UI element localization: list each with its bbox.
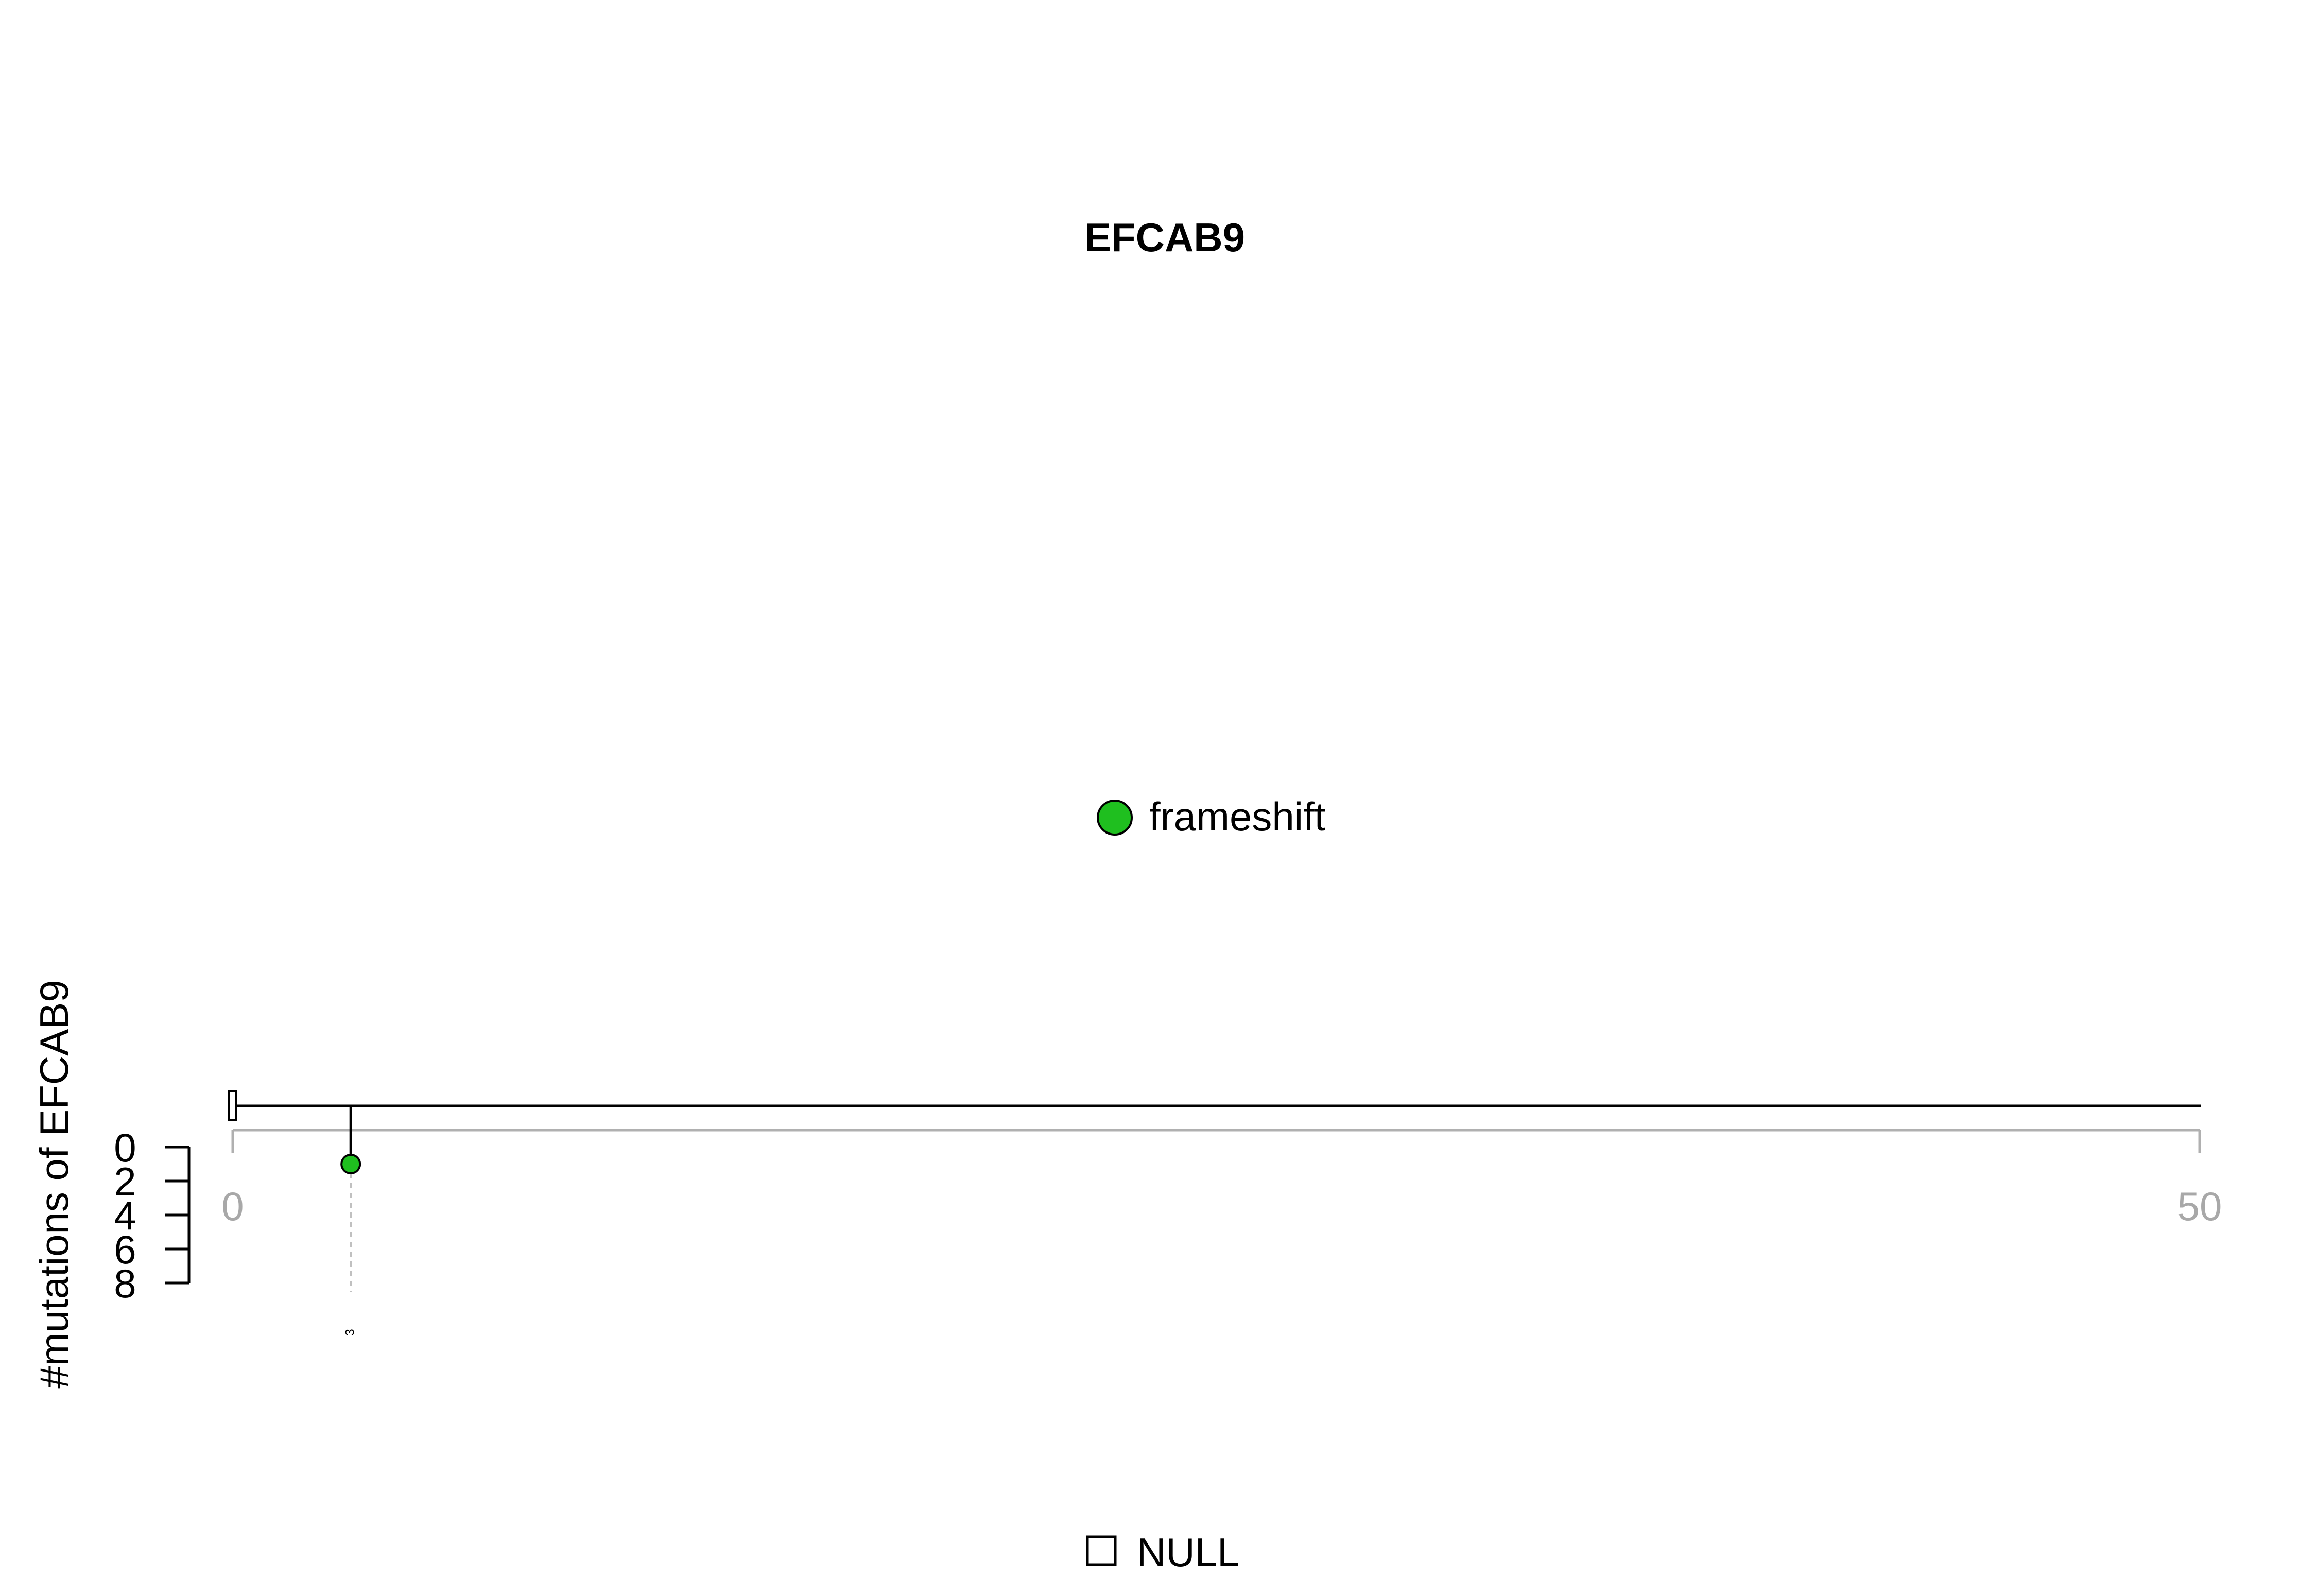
point-frameshift-0 (340, 1154, 361, 1174)
x-tick-label-0: 0 (221, 1184, 244, 1229)
chart-title: EFCAB9 (1084, 215, 1245, 260)
legend-null-swatch (1086, 1535, 1117, 1566)
legend-null-label: NULL (1137, 1530, 1239, 1575)
y-tick-label-2: 2 (114, 1159, 136, 1204)
legend-bottom: NULL (1086, 1530, 1239, 1575)
y-tick-label-6: 6 (114, 1227, 136, 1272)
legend-frameshift-marker (1097, 800, 1133, 836)
y-tick-label-4: 4 (114, 1193, 136, 1238)
y-axis-title: #mutations of EFCAB9 (31, 980, 77, 1388)
y-tick-label-8: 8 (114, 1261, 136, 1306)
legend-frameshift-label: frameshift (1149, 794, 1326, 839)
x-axis: 0 50 (221, 1129, 2222, 1229)
domain-null (228, 1090, 237, 1121)
legend-top: frameshift (1097, 794, 1326, 839)
point-label-0: 3 (343, 1329, 357, 1335)
y-tick-label-0: 0 (114, 1125, 136, 1170)
mutation-points: 3 (340, 1106, 361, 1336)
x-tick-label-50: 50 (2177, 1184, 2222, 1229)
y-axis: 0 2 4 6 8 #mutations of EFCAB9 (31, 980, 191, 1389)
